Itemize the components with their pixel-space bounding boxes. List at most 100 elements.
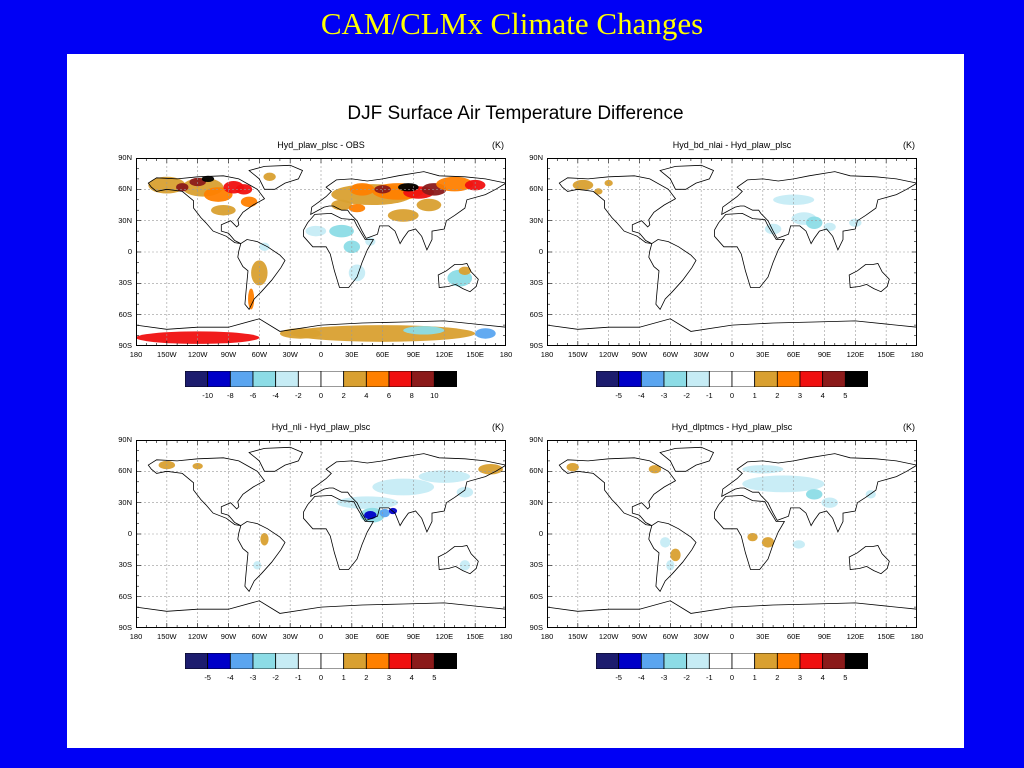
colorbar-label: 3 <box>797 673 803 682</box>
colorbar-label: -5 <box>204 673 211 682</box>
lat-tick-label: 60S <box>529 591 543 601</box>
coastline <box>648 521 697 593</box>
anomaly-region <box>279 328 321 339</box>
lon-tick-label: 180 <box>129 632 143 641</box>
lat-tick-label: 30S <box>118 278 132 288</box>
coastline <box>248 164 304 190</box>
lon-tick-label: 150W <box>568 632 588 641</box>
colorbar-swatch <box>640 371 665 387</box>
anomaly-region <box>594 188 603 195</box>
coastline <box>848 263 890 293</box>
colorbar-label: 4 <box>409 673 414 682</box>
colorbar-swatch <box>822 653 846 669</box>
lat-tick-label: 90N <box>529 153 543 162</box>
lon-tick-label: 60E <box>375 632 390 641</box>
lon-tick-label: 30W <box>282 350 298 359</box>
colorbar-swatch <box>776 371 801 387</box>
anomaly-region <box>305 225 327 237</box>
anomaly-region <box>260 532 269 546</box>
lat-tick-label: 90S <box>118 623 132 632</box>
coastline <box>558 175 677 244</box>
anomaly-region <box>670 548 681 562</box>
anomaly-region <box>792 540 805 549</box>
anomaly-region <box>372 478 435 496</box>
colorbar-label: 0 <box>729 391 735 400</box>
coastline <box>303 212 375 288</box>
colorbar-label: -10 <box>202 391 214 400</box>
anomaly-region <box>806 489 823 500</box>
colorbar-label: 3 <box>797 391 803 400</box>
anomaly-region <box>331 199 352 211</box>
lat-tick-label: 90N <box>118 153 132 162</box>
lon-tick-label: 0 <box>318 632 324 641</box>
coastline <box>547 318 917 346</box>
anomaly-region <box>475 328 496 339</box>
lon-tick-label: 60E <box>786 350 801 359</box>
colorbar-label: -4 <box>272 391 279 400</box>
colorbar-swatch <box>618 371 642 387</box>
colorbar-swatch <box>207 371 231 387</box>
map-unit-label: (K) <box>492 422 504 432</box>
lon-tick-label: 120E <box>435 350 454 359</box>
anomaly-region <box>348 203 366 213</box>
colorbar-label: 5 <box>843 391 848 400</box>
colorbar-swatch <box>320 371 345 387</box>
lon-tick-label: 90E <box>817 350 832 359</box>
colorbar-swatch <box>776 653 801 669</box>
colorbar-swatch <box>365 653 390 669</box>
colorbar-swatch <box>686 653 710 669</box>
lat-tick-label: 60N <box>529 184 543 194</box>
coastline <box>721 171 917 251</box>
colorbar-label: -4 <box>637 673 645 682</box>
coastline <box>310 171 506 251</box>
lon-tick-label: 90E <box>817 632 832 641</box>
lat-tick-label: 30N <box>529 497 543 507</box>
colorbar-swatch <box>365 371 390 387</box>
anomaly-region <box>251 260 268 286</box>
lon-tick-label: 90E <box>406 350 421 359</box>
lon-tick-label: 30W <box>693 632 709 641</box>
lon-tick-label: 0 <box>729 632 735 641</box>
colorbar-swatch <box>297 371 322 387</box>
colorbar-label: -2 <box>683 391 690 400</box>
lon-tick-label: 180 <box>499 632 513 641</box>
lon-tick-label: 30E <box>756 632 770 641</box>
colorbar-swatch <box>411 653 435 669</box>
colorbar-swatch <box>596 371 620 387</box>
lon-tick-label: 120E <box>846 350 865 359</box>
colorbar-swatch <box>229 653 254 669</box>
slide-title: CAM/CLMx Climate Changes <box>320 6 704 41</box>
lat-tick-label: 90N <box>529 435 543 444</box>
colorbar-label: 0 <box>729 673 735 682</box>
world-map <box>136 158 506 346</box>
anomaly-region <box>458 266 472 275</box>
colorbar <box>185 371 457 387</box>
lon-tick-label: 120W <box>598 632 619 641</box>
figure-panel <box>67 54 964 748</box>
anomaly-region <box>348 264 366 282</box>
lon-tick-label: 120E <box>846 632 865 641</box>
lon-tick-label: 180 <box>910 350 924 359</box>
colorbar <box>596 653 868 669</box>
anomaly-region <box>379 508 390 518</box>
colorbar-swatch <box>708 653 733 669</box>
colorbar-label: 2 <box>775 673 780 682</box>
coastline <box>547 600 917 628</box>
map-title: Hyd_dlptmcs - Hyd_plaw_plsc <box>671 422 793 432</box>
colorbar-label: 4 <box>820 673 825 682</box>
lon-tick-label: 180 <box>910 632 924 641</box>
world-map <box>547 440 917 628</box>
colorbar-label: 1 <box>341 673 346 682</box>
colorbar-label: -4 <box>226 673 234 682</box>
lon-tick-label: 150E <box>877 632 895 641</box>
colorbar-label: 2 <box>775 391 780 400</box>
colorbar-swatch <box>731 653 756 669</box>
lon-tick-label: 30W <box>282 632 298 641</box>
colorbar-swatch <box>433 653 457 669</box>
anomaly-region <box>201 175 215 183</box>
lon-tick-label: 90W <box>220 632 237 641</box>
colorbar-swatch <box>708 371 733 387</box>
anomaly-region <box>240 196 258 208</box>
colorbar-swatch <box>754 653 778 669</box>
coastline <box>714 212 786 288</box>
